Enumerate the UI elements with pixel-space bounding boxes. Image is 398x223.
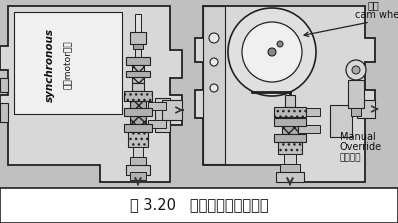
Bar bbox=[126, 165, 150, 175]
Bar bbox=[348, 80, 364, 108]
Text: Manual: Manual bbox=[340, 132, 376, 142]
Bar bbox=[135, 49, 141, 57]
Bar bbox=[135, 14, 141, 32]
Circle shape bbox=[346, 60, 366, 80]
Circle shape bbox=[242, 22, 302, 82]
Bar bbox=[148, 120, 166, 128]
Bar bbox=[282, 117, 298, 142]
Circle shape bbox=[209, 33, 219, 43]
Bar bbox=[298, 108, 320, 116]
Bar bbox=[278, 142, 302, 154]
Bar bbox=[274, 107, 306, 117]
Bar bbox=[155, 98, 170, 132]
Bar bbox=[14, 12, 122, 114]
Text: Override: Override bbox=[340, 142, 382, 152]
Bar bbox=[130, 157, 146, 165]
Bar bbox=[284, 154, 296, 164]
Bar bbox=[130, 172, 146, 180]
Bar bbox=[357, 100, 375, 118]
Text: 手動開關: 手動開關 bbox=[340, 153, 361, 162]
Bar bbox=[126, 57, 150, 65]
Polygon shape bbox=[0, 6, 182, 182]
Text: cam whee: cam whee bbox=[355, 10, 398, 20]
Bar bbox=[330, 105, 352, 137]
Bar bbox=[298, 125, 320, 133]
Text: 图 3.20   电机驱动自动排水器: 图 3.20 电机驱动自动排水器 bbox=[130, 198, 268, 213]
Bar bbox=[274, 134, 306, 142]
Bar bbox=[276, 172, 304, 182]
Bar bbox=[124, 91, 152, 101]
Bar bbox=[0, 78, 8, 92]
Bar bbox=[285, 95, 295, 107]
Circle shape bbox=[277, 41, 283, 47]
Circle shape bbox=[210, 84, 218, 92]
Bar bbox=[128, 132, 148, 147]
Bar bbox=[132, 83, 144, 91]
Bar bbox=[132, 65, 144, 83]
Bar bbox=[203, 6, 225, 164]
Circle shape bbox=[210, 58, 218, 66]
Bar bbox=[0, 103, 8, 122]
Bar bbox=[148, 102, 166, 110]
Bar bbox=[0, 188, 398, 223]
Circle shape bbox=[228, 8, 316, 96]
Bar bbox=[124, 124, 152, 132]
Circle shape bbox=[352, 66, 360, 74]
Bar bbox=[124, 108, 152, 116]
Bar bbox=[130, 32, 146, 44]
Polygon shape bbox=[195, 6, 375, 182]
Bar bbox=[133, 44, 143, 49]
Bar bbox=[130, 101, 146, 131]
Text: synchronous: synchronous bbox=[45, 28, 55, 102]
Bar bbox=[162, 100, 182, 120]
Bar bbox=[133, 147, 143, 157]
Bar bbox=[351, 108, 361, 116]
Bar bbox=[0, 0, 398, 188]
Bar bbox=[274, 118, 306, 126]
Text: 凸轮: 凸轮 bbox=[368, 0, 380, 10]
Bar bbox=[126, 71, 150, 77]
Circle shape bbox=[268, 48, 276, 56]
Text: 同步motor驱动: 同步motor驱动 bbox=[64, 41, 72, 89]
Bar bbox=[280, 164, 300, 172]
